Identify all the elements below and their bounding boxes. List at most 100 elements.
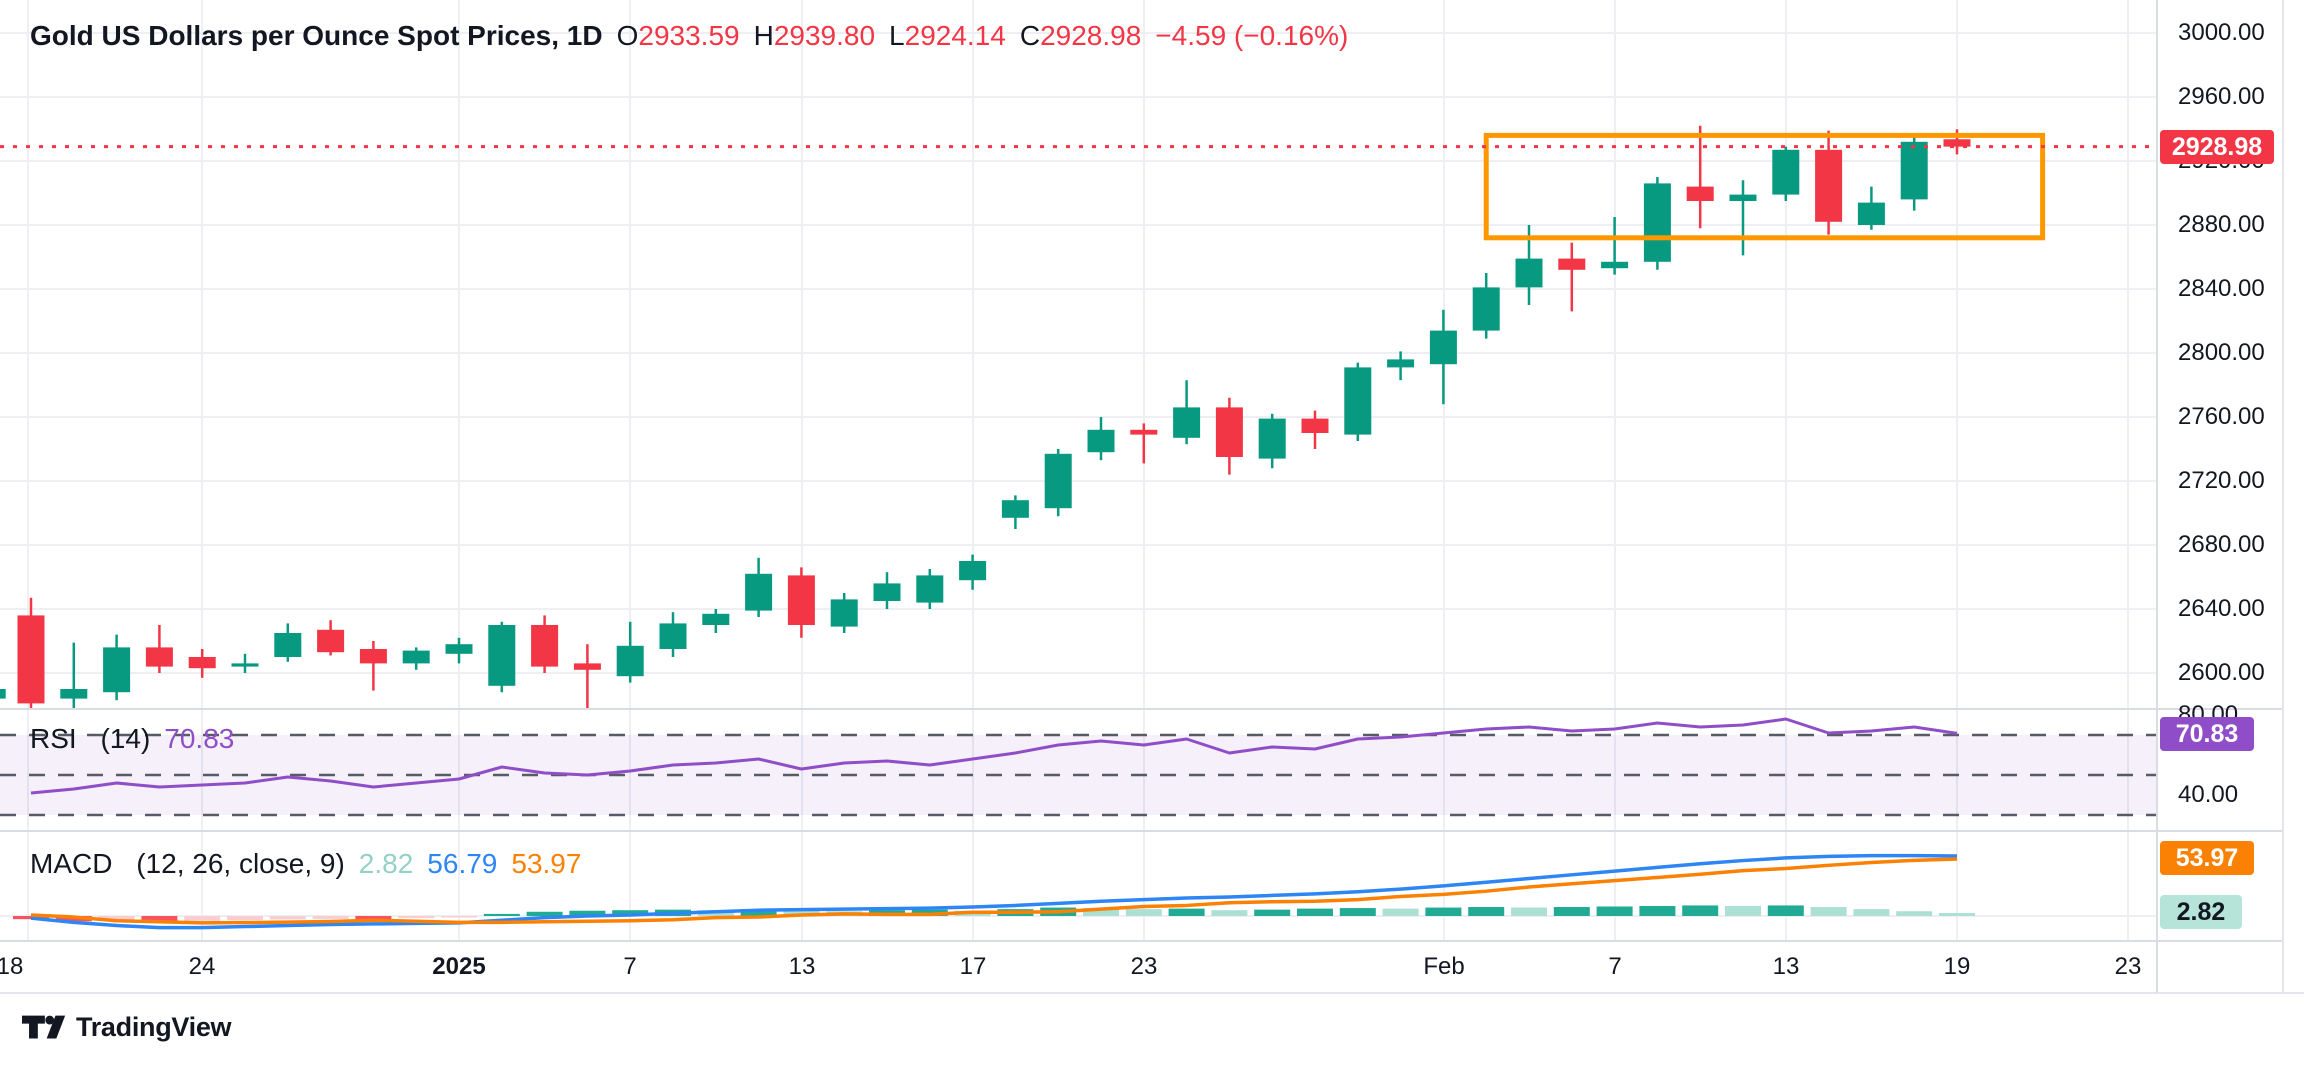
candle-body: [103, 647, 131, 693]
time-tick-label: 13: [1772, 953, 1800, 980]
candle-body: [17, 615, 45, 704]
tradingview-logo-icon: [22, 1015, 66, 1039]
macd-histogram-bar: [1125, 909, 1162, 916]
candle-body: [1001, 500, 1029, 518]
macd-histogram-bar: [1596, 906, 1633, 916]
price-tick-label: 2960.00: [2178, 83, 2265, 110]
macd-histogram-bar: [1211, 910, 1248, 916]
candle-body: [359, 649, 387, 664]
macd-signal-label: 53.97: [2160, 841, 2254, 875]
candle-body: [145, 647, 173, 667]
macd-histogram-bar: [1511, 907, 1547, 916]
price-tick-label: 40.00: [2178, 781, 2239, 808]
price-tick-label: 2840.00: [2178, 275, 2265, 302]
price-tick-label: 2760.00: [2178, 403, 2265, 430]
candle-body: [1729, 194, 1757, 201]
macd-signal-line: [30, 857, 1958, 925]
candles-layer: [0, 125, 1971, 709]
candle-body: [488, 625, 516, 686]
symbol-title[interactable]: Gold US Dollars per Ounce Spot Prices, 1…: [30, 20, 603, 51]
candle-body: [1258, 418, 1286, 459]
macd-line-value: 56.79: [427, 848, 498, 879]
macd-histogram-bar: [1083, 908, 1119, 916]
price-tick-label: 2600.00: [2178, 659, 2265, 686]
candle-body: [1643, 183, 1671, 262]
macd-indicator: [0, 853, 2157, 930]
macd-histogram-bar: [1810, 907, 1847, 916]
time-tick-label: Feb: [1423, 953, 1465, 980]
candle-body: [830, 599, 858, 627]
time-tick-label: 13: [788, 953, 816, 980]
candle-body: [445, 644, 473, 654]
time-tick-label: 18: [0, 953, 24, 980]
price-tick-label: 2640.00: [2178, 595, 2265, 622]
macd-hist-label: 2.82: [2160, 895, 2242, 929]
ohlc-low: L 2924.14: [889, 20, 1006, 51]
macd-histogram-bar: [740, 909, 777, 916]
time-tick-label: 2025: [432, 953, 486, 980]
candle-body: [1515, 258, 1543, 288]
rsi-band: [0, 733, 2157, 817]
macd-histogram-bar: [1297, 908, 1333, 916]
candle-body: [1173, 407, 1201, 438]
candle-body: [1943, 139, 1971, 147]
macd-hist-value: 2.82: [358, 848, 414, 879]
pane-frames: [0, 0, 2304, 994]
time-tick-label: 23: [2114, 953, 2142, 980]
candle-body: [1429, 330, 1457, 365]
price-tick-label: 2800.00: [2178, 339, 2265, 366]
rsi-title[interactable]: RSI (14): [30, 723, 151, 754]
macd-histogram-bar: [227, 916, 263, 921]
time-tick-label: 7: [1608, 953, 1622, 980]
macd-legend: MACD (12, 26, close, 9) 2.82 56.79 53.97: [30, 848, 581, 880]
candle-body: [916, 575, 944, 603]
macd-histogram-bar: [1425, 907, 1462, 916]
macd-histogram-bar: [1939, 913, 1975, 916]
candle-body: [1344, 367, 1372, 435]
candle-body: [1772, 149, 1800, 195]
candle-body: [659, 623, 687, 649]
macd-histogram-bar: [355, 916, 392, 920]
macd-histogram-bar: [1639, 905, 1676, 916]
macd-histogram-bar: [441, 916, 477, 918]
macd-title[interactable]: MACD (12, 26, close, 9): [30, 848, 345, 879]
gridlines: [0, 0, 2157, 941]
macd-histogram-bar: [483, 913, 520, 916]
candle-body: [317, 629, 345, 653]
candle-body: [787, 575, 815, 625]
price-tick-label: 3000.00: [2178, 19, 2265, 46]
macd-histogram-bar: [398, 916, 435, 919]
macd-histogram-bar: [1853, 909, 1890, 916]
macd-histogram-bar: [1553, 907, 1590, 916]
candle-body: [1900, 141, 1928, 200]
macd-histogram-bar: [269, 916, 306, 920]
macd-histogram-bar: [526, 911, 563, 916]
macd-histogram-bar: [1382, 908, 1419, 916]
macd-histogram-bar: [184, 916, 221, 921]
last-price-label: 2928.98: [2160, 130, 2274, 164]
candle-body: [1301, 418, 1329, 433]
macd-histogram-bar: [1468, 907, 1505, 916]
tradingview-logo-text: TradingView: [76, 1012, 232, 1042]
macd-histogram-bar: [98, 916, 135, 921]
candle-body: [0, 689, 6, 699]
annotations: [0, 132, 2157, 241]
price-tick-label: 2680.00: [2178, 531, 2265, 558]
macd-histogram-bar: [312, 916, 349, 919]
candle-body: [1472, 287, 1500, 331]
time-tick-label: 23: [1130, 953, 1158, 980]
candle-body: [702, 613, 730, 625]
macd-histogram-bar: [1168, 908, 1205, 916]
rsi-current-value: 70.83: [164, 723, 235, 754]
candle-body: [1601, 261, 1629, 269]
ohlc-close: C 2928.98: [1019, 20, 1142, 51]
macd-histogram-bar: [569, 910, 606, 916]
candle-body: [1815, 149, 1843, 222]
macd-line: [30, 853, 1958, 930]
tradingview-logo[interactable]: TradingView: [22, 1012, 232, 1043]
macd-histogram-bar: [141, 916, 178, 922]
price-tick-label: 2720.00: [2178, 467, 2265, 494]
price-tick-label: 2880.00: [2178, 211, 2265, 238]
candle-body: [1558, 258, 1586, 270]
